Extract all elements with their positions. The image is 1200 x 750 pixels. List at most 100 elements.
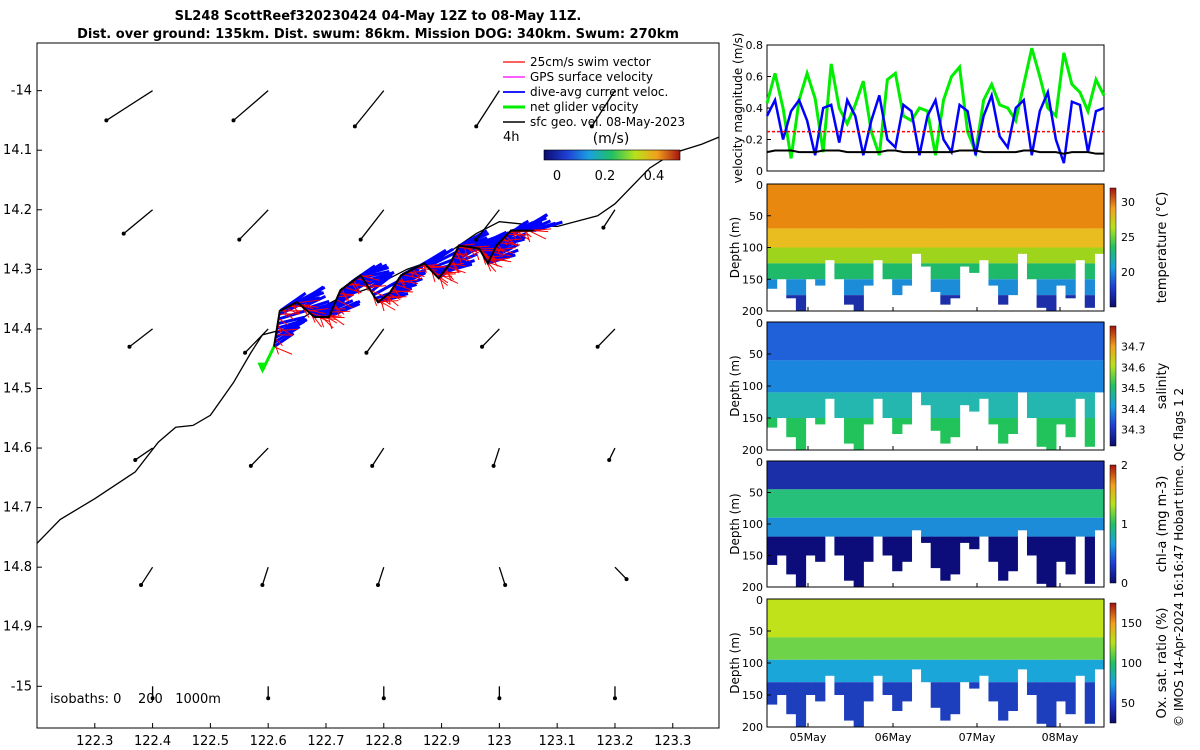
profile-cell (853, 418, 864, 450)
swim-vector (440, 274, 459, 284)
profile-cell (978, 228, 990, 248)
sfc-geo-vector (129, 328, 153, 348)
profile-cell (834, 599, 845, 638)
profile-cell (834, 682, 845, 695)
profile-cell (1055, 517, 1067, 537)
profile-cell (786, 184, 797, 229)
colorbar-label: Ox. sat. ratio (%) (1155, 608, 1170, 719)
colorbar-tick-label: 1 (1121, 518, 1128, 531)
swim-vector (334, 302, 340, 316)
profile-cell (863, 263, 874, 280)
profile-cell (805, 228, 816, 248)
profile-cell (1065, 637, 1076, 660)
profile-cell (978, 517, 990, 537)
profile-cell (988, 228, 999, 248)
profile-cell (1075, 599, 1086, 638)
profile-cell (1084, 228, 1095, 248)
profile-cell (988, 599, 999, 638)
profile-cell (1094, 228, 1105, 248)
swim-vector (438, 277, 448, 286)
profile-cell (863, 637, 874, 660)
profile-cell (805, 517, 816, 537)
isobath-label: isobaths: 0 200 1000m (50, 692, 221, 707)
map-y-tick-label: -14 (11, 84, 32, 99)
profile-cell (988, 418, 999, 425)
depth-tick-label: 100 (742, 242, 763, 255)
profile-cell (1036, 418, 1047, 447)
profile-cell (978, 360, 990, 393)
profile-cell (1007, 184, 1018, 229)
colorbar-tick-label: 100 (1121, 657, 1142, 670)
sfc-geo-vector-head (624, 577, 629, 582)
profile-cell (911, 659, 922, 670)
map-y-tick-label: 14.2 (3, 203, 32, 218)
profile-cell (959, 536, 970, 543)
profile-cell (978, 599, 990, 638)
profile-cell (959, 461, 970, 490)
profile-cell (969, 536, 980, 550)
profile-cell (805, 263, 816, 280)
profile-cell (853, 682, 864, 727)
profile-cell (949, 682, 961, 715)
profile-cell (853, 637, 864, 660)
profile-cell (921, 659, 932, 683)
profile-cell (930, 682, 941, 708)
swim-vector (307, 308, 329, 312)
profile-cell (930, 392, 941, 418)
profile-cell (1026, 637, 1038, 660)
profile-cell (853, 279, 864, 296)
profile-cell (786, 392, 797, 418)
profile-cell (1084, 322, 1095, 361)
profile-cell (1084, 659, 1095, 683)
sfc-geo-vector (250, 447, 269, 467)
profile-cell (834, 536, 845, 556)
profile-cell (998, 263, 1009, 280)
profile-cell (1084, 392, 1095, 418)
colorbar-label: temperature (°C) (1155, 192, 1170, 304)
profile-cell (1084, 536, 1095, 584)
profile-cell (824, 392, 835, 399)
profile-cell (853, 536, 864, 587)
profile-cell (978, 461, 990, 490)
profile-cell (901, 659, 913, 683)
profile-cell (1075, 322, 1086, 361)
sfc-geo-vector (360, 209, 385, 240)
profile-cell (815, 599, 826, 638)
profile-cell (978, 322, 990, 361)
profile-cell (892, 184, 903, 229)
profile-cell (1055, 659, 1067, 683)
profile-cell (776, 599, 787, 638)
dive-avg-vector (328, 302, 361, 318)
profile-cell (901, 517, 913, 537)
profile-cell (1036, 659, 1047, 683)
profile-cell (795, 360, 807, 393)
profile-cell (776, 682, 787, 695)
velocity-series-line (765, 47, 1106, 159)
profile-cell (978, 637, 990, 660)
profile-cell (1026, 322, 1038, 361)
profile-cell (805, 659, 816, 683)
sfc-geo-vector-head (370, 463, 375, 468)
profile-cell (795, 263, 807, 280)
profile-cell (1036, 392, 1047, 418)
profile-cell (930, 599, 941, 638)
sfc-geo-vector-head (266, 696, 271, 701)
profile-cell (795, 489, 807, 518)
profile-cell (998, 659, 1009, 683)
profile-cell (767, 599, 778, 638)
dive-avg-vector (475, 231, 509, 250)
profile-cell (786, 247, 797, 264)
profile-cell (1046, 418, 1057, 450)
swim-vector (274, 338, 283, 347)
profile-cell (834, 184, 845, 229)
sfc-geo-vector (238, 209, 269, 241)
profile-cell (988, 489, 999, 518)
depth-tick-label: 0 (756, 594, 763, 607)
profile-cell (949, 184, 961, 229)
map-y-tick-label: -15 (11, 679, 32, 694)
profile-cell (767, 247, 778, 264)
profile-cell (786, 637, 797, 660)
profile-cell (815, 392, 826, 418)
swim-vector (275, 334, 293, 336)
